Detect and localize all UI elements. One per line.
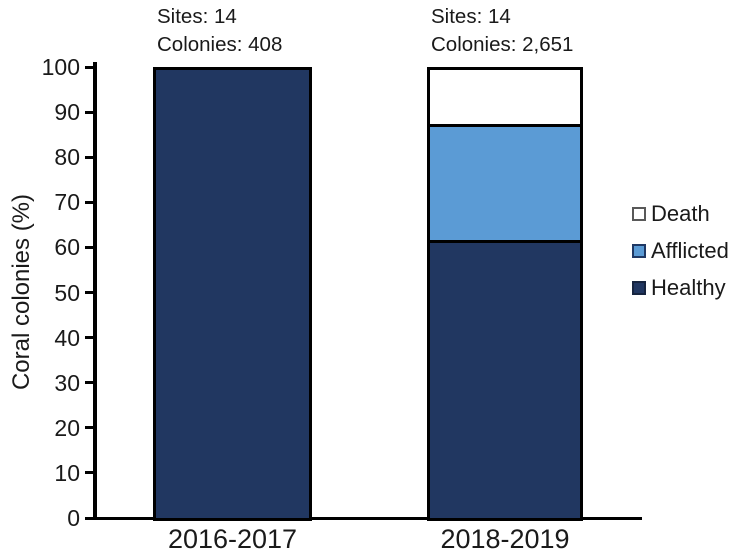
legend-item-death: Death (632, 201, 729, 227)
y-tick-mark (85, 426, 93, 430)
y-tick-label: 70 (54, 189, 80, 216)
stacked-bar-2016-2017 (153, 67, 312, 521)
legend: Death Afflicted Healthy (632, 201, 729, 312)
bar-segment-afflicted (430, 123, 580, 241)
y-tick-mark (85, 110, 93, 114)
annotation-line: Colonies: 408 (157, 33, 283, 56)
y-tick-mark (85, 471, 93, 475)
legend-label: Afflicted (651, 238, 729, 263)
stacked-bar-2018-2019 (427, 67, 583, 521)
x-category-label: 2016-2017 (167, 524, 298, 554)
y-tick-label: 80 (54, 144, 80, 171)
y-tick-mark (85, 155, 93, 159)
legend-swatch-icon (632, 281, 646, 295)
y-tick-label: 20 (54, 414, 80, 441)
annotation-line: Sites: 14 (431, 5, 511, 28)
bar-segment-healthy (156, 70, 309, 518)
legend-item-afflicted: Afflicted (632, 238, 729, 264)
legend-swatch-icon (632, 244, 646, 258)
y-tick-mark (85, 336, 93, 340)
y-tick-label: 10 (54, 459, 80, 486)
y-tick-mark (85, 245, 93, 249)
bar-segment-healthy (430, 240, 580, 518)
y-tick-label: 100 (41, 54, 80, 80)
bar-segment-death (430, 70, 580, 124)
y-tick-label: 0 (67, 505, 80, 531)
bar-annotation: Sites: 14 Colonies: 408 (157, 3, 282, 59)
y-tick-label: 60 (54, 234, 80, 261)
y-tick-mark (85, 291, 93, 294)
x-axis-line (93, 516, 642, 520)
x-category-label: 2018-2019 (440, 524, 570, 554)
annotation-line: Sites: 14 (157, 5, 237, 28)
legend-label: Death (651, 201, 710, 226)
y-tick-mark (85, 200, 93, 204)
y-tick-mark (85, 516, 93, 520)
y-axis-line (93, 62, 97, 520)
y-tick-label: 40 (54, 324, 80, 351)
y-tick-label: 50 (54, 279, 80, 306)
y-tick-mark (85, 65, 93, 69)
y-tick-mark (85, 381, 93, 385)
bar-annotation: Sites: 14 Colonies: 2,651 (431, 3, 573, 59)
y-tick-label: 30 (54, 369, 80, 396)
legend-label: Healthy (651, 275, 726, 300)
legend-item-healthy: Healthy (632, 275, 729, 301)
annotation-line: Colonies: 2,651 (431, 33, 574, 56)
y-tick-label: 90 (54, 99, 80, 126)
legend-swatch-icon (632, 207, 646, 221)
